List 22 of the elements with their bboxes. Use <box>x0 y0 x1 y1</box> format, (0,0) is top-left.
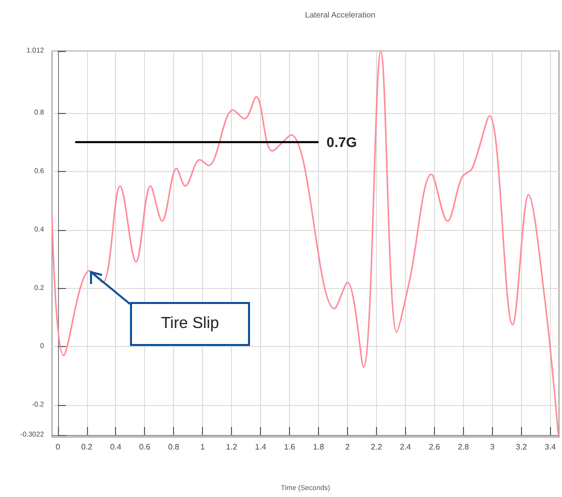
x-tick-label: 0.2 <box>81 442 93 452</box>
chart-title: Lateral Acceleration <box>305 10 376 20</box>
x-tick-label: 1.6 <box>284 442 296 452</box>
x-tick-label: 3.4 <box>544 442 556 452</box>
x-tick-label: 2.4 <box>400 442 412 452</box>
x-tick-label: 0 <box>56 442 61 452</box>
x-tick-label: 2.2 <box>370 442 383 452</box>
x-tick-label: 1.2 <box>226 442 238 452</box>
x-tick-label: 2.6 <box>428 442 441 452</box>
x-tick-label: 2 <box>345 442 350 452</box>
line-series <box>51 50 560 436</box>
x-tick-label: 0.8 <box>168 442 180 452</box>
x-tick-label: 3.2 <box>516 442 528 452</box>
series-label: 0.7G <box>326 134 357 150</box>
x-tick-label: 2.8 <box>458 442 470 452</box>
x-tick-label: 3 <box>490 442 496 452</box>
callout-box: Tire Slip <box>130 302 250 346</box>
x-tick-label: 0.6 <box>139 442 151 452</box>
x-tick-label: 1.8 <box>312 442 325 452</box>
x-tick-label: 1.4 <box>255 442 267 452</box>
x-tick-label: 1 <box>200 442 206 452</box>
x-tick-label: 0.4 <box>110 442 122 452</box>
